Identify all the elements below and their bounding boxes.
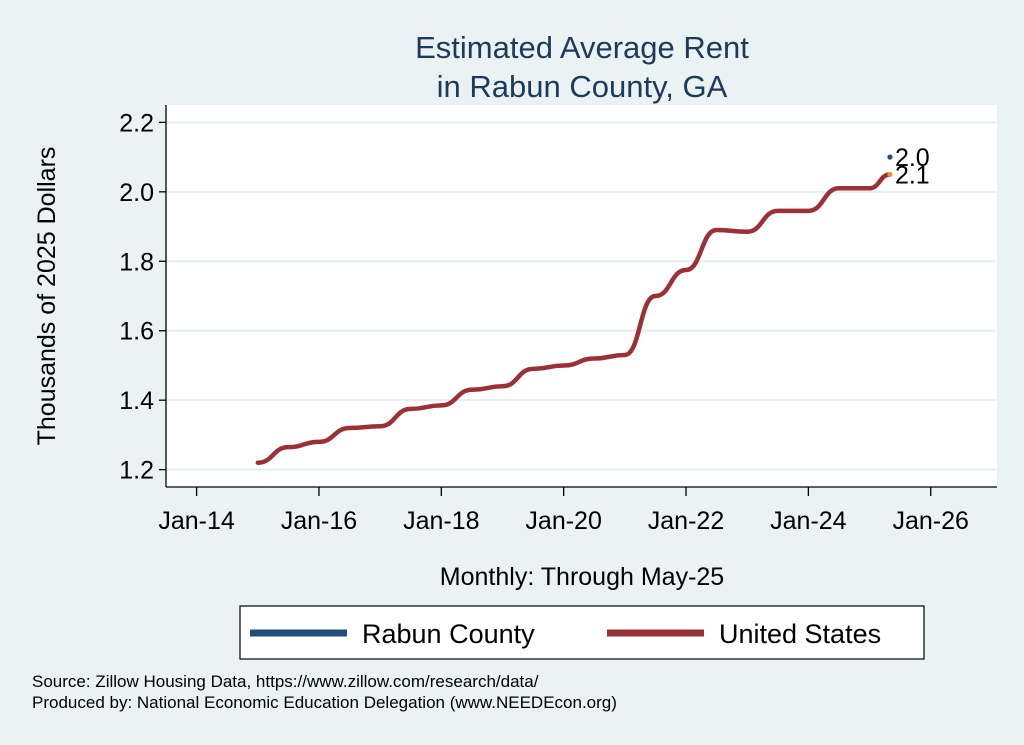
- plot-area: [166, 105, 997, 487]
- y-tick-label: 2.2: [119, 109, 154, 137]
- source-note: Source: Zillow Housing Data, https://www…: [32, 672, 539, 691]
- y-tick-label: 1.2: [119, 457, 154, 485]
- legend-label-rabun: Rabun County: [362, 619, 535, 649]
- legend: Rabun County United States: [239, 605, 925, 660]
- series-end-layer: 2.02.1: [887, 144, 930, 189]
- axes: 1.2 1.4 1.6 1.8 2.0 2.2 Jan-14 Jan-16 Jan-18 Jan-…: [119, 105, 997, 535]
- gridlines: [166, 121, 997, 471]
- series-line-united-states: [255, 172, 893, 465]
- x-tick-label: Jan-26: [892, 507, 968, 535]
- x-tick-label: Jan-14: [158, 507, 235, 535]
- x-axis-title: Monthly: Through May-25: [440, 563, 724, 591]
- x-tick-label: Jan-16: [281, 507, 357, 535]
- x-tick-label: Jan-20: [525, 507, 601, 535]
- y-axis-title: Thousands of 2025 Dollars: [33, 147, 61, 446]
- series-end-label-united-states: 2.1: [895, 161, 930, 189]
- producer-note: Produced by: National Economic Education…: [32, 693, 617, 712]
- y-tick-label: 1.6: [119, 318, 154, 346]
- series-end-marker-united-states: [887, 171, 893, 178]
- legend-label-us: United States: [719, 619, 881, 649]
- y-tick-label: 1.4: [119, 387, 154, 415]
- x-tick-label: Jan-18: [403, 507, 479, 535]
- y-tick-label: 1.8: [119, 248, 154, 276]
- x-tick-label: Jan-24: [770, 507, 847, 535]
- y-tick-label: 2.0: [119, 179, 154, 207]
- x-tick-label: Jan-22: [648, 507, 724, 535]
- chart-title-line-2: in Rabun County, GA: [437, 69, 728, 104]
- legend-box: [239, 605, 925, 660]
- chart-title-line-1: Estimated Average Rent: [415, 30, 749, 65]
- series-end-marker-rabun-county: [887, 154, 893, 160]
- series-end-label-rabun-county: 2.0: [895, 144, 930, 172]
- series-layer: [255, 172, 893, 465]
